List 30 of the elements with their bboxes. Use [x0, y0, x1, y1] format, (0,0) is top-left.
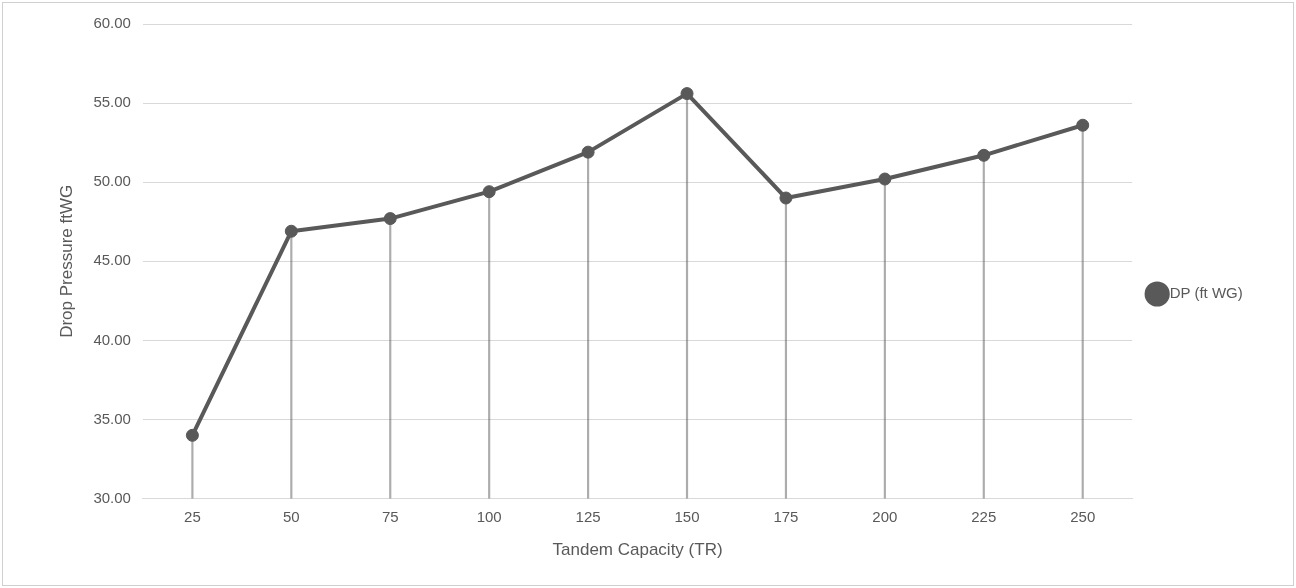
point	[1076, 118, 1090, 132]
y-tick-label: 45.00	[93, 251, 131, 269]
y-tick-label: 35.00	[93, 409, 131, 427]
y-tick-label: 60.00	[93, 14, 131, 32]
x-tick-label: 225	[971, 507, 997, 525]
y-tick-label: 55.00	[93, 93, 131, 111]
y-tick-label: 50.00	[93, 172, 131, 190]
x-tick-label: 75	[381, 507, 399, 525]
x-tick-label: 25	[184, 507, 201, 525]
point	[680, 87, 694, 101]
point	[779, 191, 793, 205]
x-axis-title: Tandem Capacity (TR)	[552, 540, 723, 560]
point	[482, 185, 496, 199]
point	[284, 224, 298, 238]
x-tick-label: 50	[282, 507, 300, 525]
x-tick-label: 150	[674, 507, 700, 525]
point	[581, 145, 595, 159]
point	[185, 428, 199, 442]
x-tick-label: 200	[872, 507, 898, 525]
x-tick-label: 175	[773, 507, 799, 525]
y-tick-label: 30.00	[93, 488, 131, 506]
x-tick-label: 250	[1070, 507, 1096, 525]
y-tick-label: 40.00	[93, 330, 131, 348]
y-axis-title: Drop Pressure ftWG	[56, 184, 76, 338]
x-tick-label: 100	[476, 507, 502, 525]
legend-label: DP (ft WG)	[1169, 284, 1243, 302]
x-tick-label: 125	[575, 507, 601, 525]
point	[383, 212, 397, 226]
point	[977, 148, 991, 162]
point	[878, 172, 892, 186]
